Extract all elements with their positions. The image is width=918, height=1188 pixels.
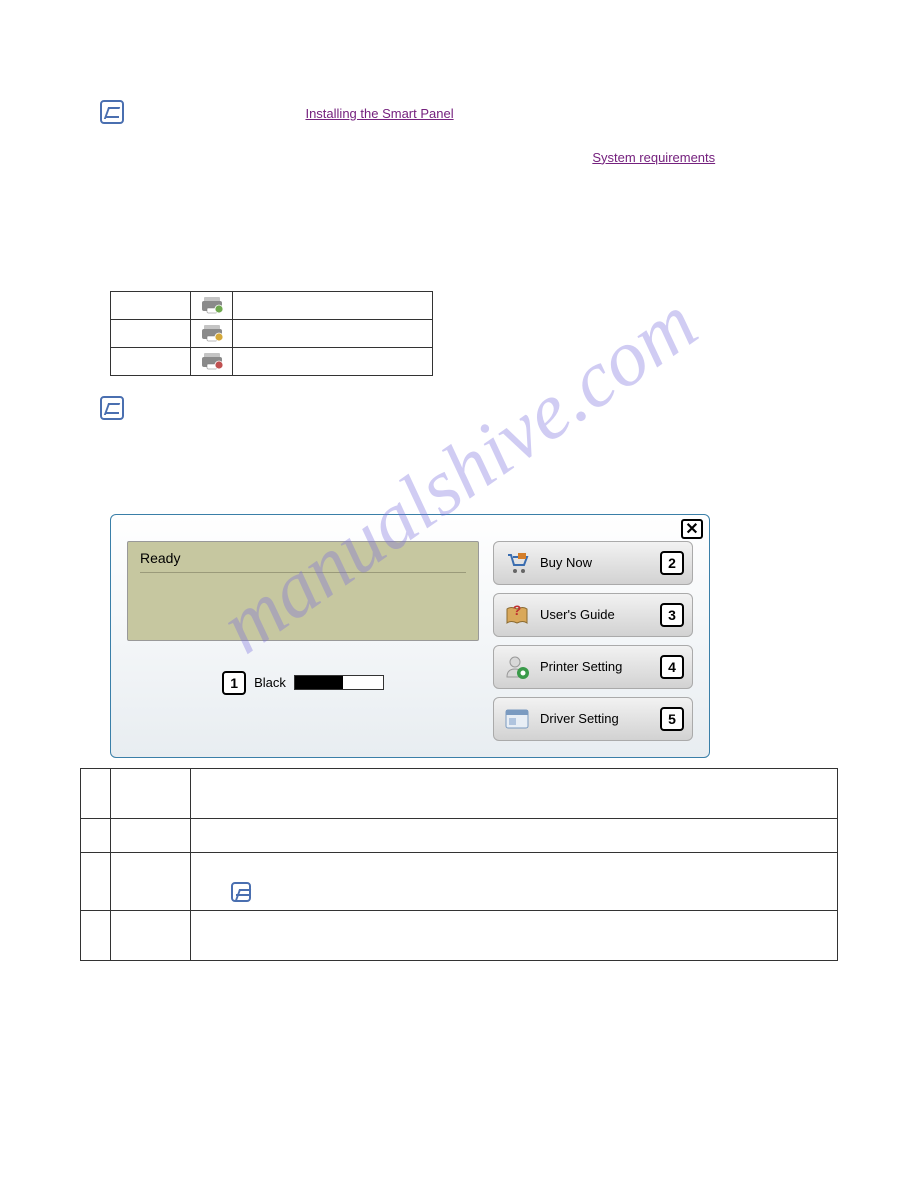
close-icon[interactable]: ✕ xyxy=(681,519,703,539)
inner-note-text: This button opens the Troubleshooting Gu… xyxy=(267,882,626,902)
note-content-1: • To install Smart Panel, see Installing… xyxy=(132,100,838,171)
note2-text: To use the program, click the system tra… xyxy=(140,400,838,420)
note1-b1-pre: To install Smart Panel, see xyxy=(148,106,306,121)
inner-note: This button opens the Troubleshooting Gu… xyxy=(201,882,827,902)
info-num: 4 xyxy=(81,910,111,961)
info-title: Toner Level xyxy=(111,768,191,819)
status-label: Normal xyxy=(111,292,191,320)
info-title: Buy Now xyxy=(111,819,191,853)
info-body: Configure various machine settings in th… xyxy=(201,919,827,936)
table-row: 3 User's Guide View the User's Guide. Th… xyxy=(81,852,838,910)
table-row: Normal The machine is in ready mode. xyxy=(111,292,433,320)
status-box: Ready xyxy=(127,541,479,641)
info-desc: Configure various machine settings in th… xyxy=(191,910,838,961)
status-desc: A major error occurred. xyxy=(233,348,433,376)
info-table: 1 Toner Level View the remaining toner l… xyxy=(80,768,838,962)
ink-bar xyxy=(294,675,384,690)
button-label: Buy Now xyxy=(540,555,652,570)
note1-b2-suf: . xyxy=(715,150,719,165)
printer-icon xyxy=(191,348,233,376)
info-body: View the remaining toner level. xyxy=(201,777,827,794)
info-body: Order replacement toner cartridge(s) onl… xyxy=(201,827,827,844)
info-title: Printer Setting xyxy=(111,910,191,961)
keycap-3: 3 xyxy=(660,603,684,627)
info-num: 1 xyxy=(81,768,111,819)
note-icon xyxy=(231,882,251,902)
keycap-5: 5 xyxy=(660,707,684,731)
link-install-smart-panel[interactable]: Installing the Smart Panel xyxy=(305,106,453,121)
status-desc: The machine is in ready mode. xyxy=(233,292,433,320)
info-num: 3 xyxy=(81,852,111,910)
note-icon xyxy=(100,100,124,124)
smart-panel-dialog: ✕ Ready 1 Black Buy Now 2 ? User's Guide… xyxy=(110,514,710,758)
table-row: Warning A minor error occurred. xyxy=(111,320,433,348)
book-icon: ? xyxy=(502,600,532,630)
printer-icon xyxy=(191,292,233,320)
info-body: View the User's Guide. xyxy=(201,861,827,878)
note1-b2-pre: To use this feature, your computer shoul… xyxy=(148,150,592,165)
table-row: Critical A major error occurred. xyxy=(111,348,433,376)
info-desc: View the User's Guide. This button opens… xyxy=(191,852,838,910)
note-block-2: To use the program, click the system tra… xyxy=(100,396,838,424)
cart-icon xyxy=(502,548,532,578)
info-desc: Order replacement toner cartridge(s) onl… xyxy=(191,819,838,853)
button-label: Printer Setting xyxy=(540,659,652,674)
printer-icon xyxy=(191,320,233,348)
driver-setting-button[interactable]: Driver Setting 5 xyxy=(493,697,693,741)
link-system-req[interactable]: System requirements xyxy=(592,150,715,165)
button-label: User's Guide xyxy=(540,607,652,622)
info-desc: View the remaining toner level. xyxy=(191,768,838,819)
ink-row: 1 Black xyxy=(127,671,479,695)
keycap-4: 4 xyxy=(660,655,684,679)
status-label: Warning xyxy=(111,320,191,348)
status-label: Critical xyxy=(111,348,191,376)
info-num: 2 xyxy=(81,819,111,853)
status-icon-table: Normal The machine is in ready mode. War… xyxy=(110,291,433,376)
ink-label: Black xyxy=(254,675,286,690)
button-label: Driver Setting xyxy=(540,711,652,726)
note-content-2: To use the program, click the system tra… xyxy=(132,396,838,424)
note1-b1-suf: . xyxy=(454,106,458,121)
users-guide-button[interactable]: ? User's Guide 3 xyxy=(493,593,693,637)
printer-setting-button[interactable]: Printer Setting 4 xyxy=(493,645,693,689)
keycap-1: 1 xyxy=(222,671,246,695)
table-row: 1 Toner Level View the remaining toner l… xyxy=(81,768,838,819)
table-row: 4 Printer Setting Configure various mach… xyxy=(81,910,838,961)
keycap-2: 2 xyxy=(660,551,684,575)
ink-fill xyxy=(295,676,343,689)
buy-now-button[interactable]: Buy Now 2 xyxy=(493,541,693,585)
status-ready-label: Ready xyxy=(140,550,466,573)
gear-person-icon xyxy=(502,652,532,682)
info-title: User's Guide xyxy=(111,852,191,910)
note-block-1: • To install Smart Panel, see Installing… xyxy=(100,100,838,171)
status-desc: A minor error occurred. xyxy=(233,320,433,348)
note-icon xyxy=(100,396,124,420)
window-icon xyxy=(502,704,532,734)
svg-text:?: ? xyxy=(513,602,522,618)
table-row: 2 Buy Now Order replacement toner cartri… xyxy=(81,819,838,853)
